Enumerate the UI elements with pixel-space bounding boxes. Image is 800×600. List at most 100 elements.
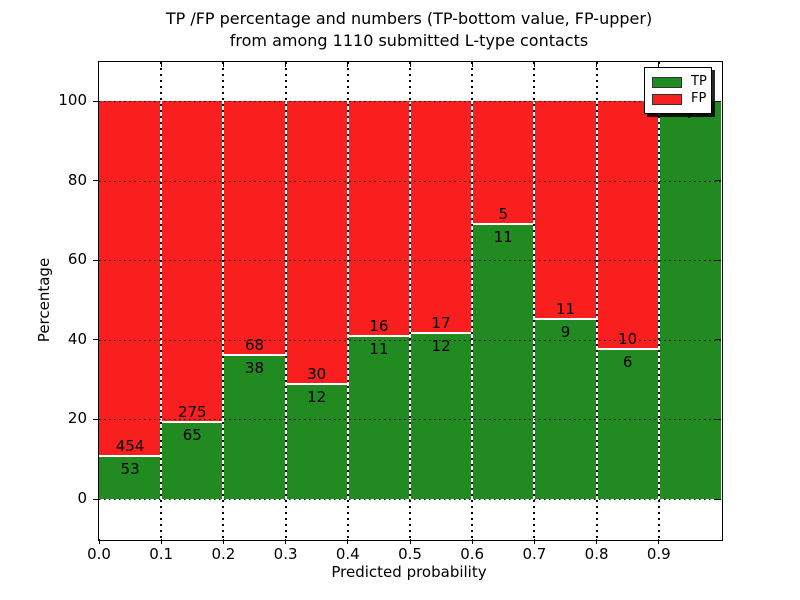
bar-fp-segment — [534, 101, 597, 320]
y-tick-mark — [92, 418, 99, 421]
x-tick-mark — [533, 539, 536, 544]
vertical-gridline — [284, 62, 287, 539]
y-tick-mark — [92, 100, 99, 102]
x-tick-label: 0.6 — [460, 545, 485, 563]
x-tick-label: 0.2 — [211, 545, 236, 563]
fp-count-label: 30 — [307, 365, 327, 384]
y-tick-mark — [715, 100, 721, 102]
x-tick-label: 0.4 — [335, 545, 360, 563]
fp-count-label: 5 — [498, 205, 509, 224]
bar-fp-segment — [161, 101, 224, 423]
fp-count-label: 16 — [369, 316, 389, 335]
x-tick-label: 0.1 — [149, 545, 174, 563]
x-tick-label: 0.9 — [646, 545, 671, 563]
x-tick-mark — [471, 62, 473, 67]
bar-tp-segment — [99, 457, 162, 499]
vertical-gridline — [471, 62, 474, 539]
x-tick-mark — [285, 539, 287, 544]
x-axis-label: Predicted probability — [331, 563, 487, 581]
fp-count-label: 10 — [618, 329, 638, 348]
y-tick-mark — [715, 180, 721, 182]
fp-count-label: 68 — [244, 336, 265, 355]
x-tick-mark — [658, 539, 660, 544]
horizontal-gridline — [99, 180, 721, 182]
plot-area: 4545327565683830121611171251111910670.00… — [58, 61, 723, 563]
bar-fp-segment — [410, 101, 473, 335]
x-tick-mark — [160, 539, 162, 544]
legend: TP FP — [644, 67, 712, 114]
bar-tp-segment — [658, 101, 722, 499]
y-tick-mark — [715, 498, 721, 500]
x-tick-mark — [347, 539, 349, 544]
vertical-gridline — [222, 62, 225, 539]
tp-count-label: 9 — [560, 322, 571, 341]
y-tick-label: 100 — [58, 91, 87, 109]
y-tick-mark — [92, 259, 99, 261]
bar-tp-segment — [161, 422, 224, 499]
y-tick-mark — [715, 259, 721, 261]
x-tick-mark — [596, 539, 598, 544]
x-tick-label: 0.8 — [584, 545, 609, 563]
y-tick-mark — [92, 180, 99, 182]
bar-tp-segment — [534, 319, 597, 499]
bar-fp-segment — [347, 101, 411, 337]
tp-count-label: 11 — [369, 339, 389, 358]
horizontal-gridline — [99, 101, 721, 102]
tp-count-label: 65 — [182, 425, 202, 444]
fp-legend-swatch — [652, 93, 682, 105]
vertical-gridline — [346, 62, 349, 539]
bar-tp-segment — [472, 225, 535, 499]
bar-fp-segment — [285, 101, 349, 386]
bar-tp-segment — [347, 336, 411, 499]
y-tick-label: 20 — [67, 409, 87, 428]
vertical-gridline — [409, 62, 411, 539]
tp-count-label: 38 — [244, 359, 265, 378]
fp-count-label: 17 — [431, 314, 451, 333]
y-tick-mark — [92, 498, 99, 500]
fp-legend-label: FP — [691, 91, 707, 106]
vertical-gridline — [160, 62, 163, 539]
tp-count-label: 6 — [622, 352, 633, 371]
bar-fp-segment — [472, 101, 535, 226]
vertical-gridline — [657, 62, 660, 539]
chart-title: TP /FP percentage and numbers (TP-bottom… — [166, 8, 652, 52]
legend-item-fp: FP — [652, 91, 711, 107]
x-tick-label: 0.0 — [87, 545, 111, 563]
x-tick-label: 0.7 — [522, 545, 547, 563]
x-tick-mark — [285, 62, 287, 67]
x-tick-mark — [222, 539, 225, 544]
fp-count-label: 275 — [177, 402, 207, 421]
y-tick-mark — [715, 418, 721, 421]
x-tick-mark — [471, 539, 473, 544]
x-tick-label: 0.5 — [398, 545, 422, 563]
bar-fp-segment — [99, 101, 162, 458]
y-tick-mark — [715, 339, 721, 341]
tp-count-label: 11 — [493, 228, 513, 247]
vertical-gridline — [533, 62, 536, 539]
tp-count-label: 12 — [307, 388, 327, 407]
horizontal-gridline — [99, 419, 721, 421]
x-tick-mark — [347, 62, 349, 67]
y-tick-label: 60 — [67, 250, 87, 269]
x-tick-mark — [658, 62, 660, 67]
bar-tp-segment — [285, 385, 349, 499]
x-tick-mark — [596, 62, 598, 67]
horizontal-gridline — [99, 339, 721, 341]
tp-count-label: 53 — [120, 460, 140, 479]
x-tick-mark — [409, 62, 411, 67]
x-tick-mark — [222, 62, 225, 67]
bar-fp-segment — [596, 101, 660, 350]
bar-tp-segment — [223, 356, 286, 499]
y-tick-label: 0 — [77, 489, 87, 507]
fp-count-label: 11 — [555, 299, 576, 318]
y-tick-label: 80 — [67, 170, 87, 189]
bar-fp-segment — [223, 101, 286, 357]
fp-count-label: 454 — [115, 437, 145, 456]
chart-title-line-1: TP /FP percentage and numbers (TP-bottom… — [165, 9, 653, 28]
tp-legend-swatch — [652, 76, 682, 88]
vertical-gridline — [595, 62, 598, 539]
bar-tp-segment — [596, 349, 660, 499]
x-tick-mark — [409, 539, 411, 544]
x-tick-mark — [98, 539, 100, 544]
